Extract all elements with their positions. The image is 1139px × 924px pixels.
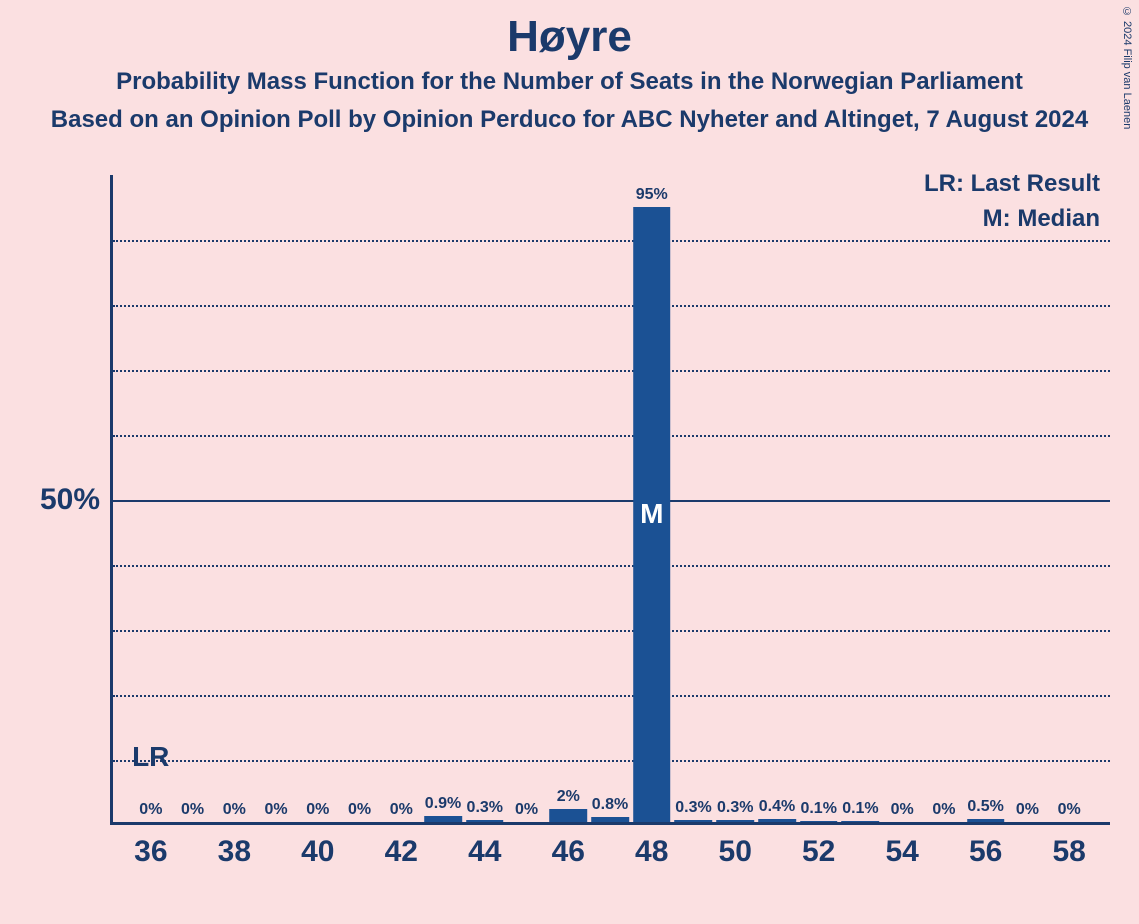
bar xyxy=(675,820,713,822)
bar-value-label: 0% xyxy=(1016,801,1039,819)
bar-value-label: 0% xyxy=(223,801,246,819)
bar-value-label: 0.1% xyxy=(842,800,878,818)
x-tick-label: 42 xyxy=(385,835,418,869)
bar xyxy=(716,820,754,822)
bar xyxy=(842,821,880,822)
bar-value-label: 0.3% xyxy=(675,799,711,817)
chart-area: 50% LR: Last Result M: Median 3638404244… xyxy=(30,175,1120,875)
bar-value-label: 0.3% xyxy=(467,799,503,817)
bar-value-label: 0% xyxy=(390,801,413,819)
gridline xyxy=(113,240,1110,242)
bar-value-label: 0% xyxy=(265,801,288,819)
plot-area: LR: Last Result M: Median 36384042444648… xyxy=(110,175,1110,825)
x-tick-label: 54 xyxy=(885,835,918,869)
x-tick-label: 36 xyxy=(134,835,167,869)
x-tick-label: 38 xyxy=(218,835,251,869)
median-marker: M xyxy=(640,498,663,530)
x-tick-label: 52 xyxy=(802,835,835,869)
bar-value-label: 2% xyxy=(557,788,580,806)
x-tick-label: 58 xyxy=(1052,835,1085,869)
x-tick-label: 56 xyxy=(969,835,1002,869)
last-result-marker: LR xyxy=(132,741,169,773)
gridline xyxy=(113,500,1110,502)
gridline xyxy=(113,760,1110,762)
x-tick-label: 44 xyxy=(468,835,501,869)
bar xyxy=(466,820,504,822)
legend-lr: LR: Last Result xyxy=(924,170,1100,198)
bar-value-label: 0.9% xyxy=(425,795,461,813)
gridline xyxy=(113,370,1110,372)
bar xyxy=(424,816,462,822)
chart-source: Based on an Opinion Poll by Opinion Perd… xyxy=(0,106,1139,134)
bar-value-label: 0% xyxy=(932,801,955,819)
bar-value-label: 0% xyxy=(515,801,538,819)
bar-value-label: 0% xyxy=(139,801,162,819)
bar-value-label: 0.4% xyxy=(759,798,795,816)
bar-value-label: 0% xyxy=(1058,801,1081,819)
x-axis xyxy=(110,822,1110,825)
gridline xyxy=(113,305,1110,307)
bar-value-label: 0.5% xyxy=(967,798,1003,816)
bar-value-label: 0.1% xyxy=(800,800,836,818)
x-tick-label: 48 xyxy=(635,835,668,869)
x-tick-label: 50 xyxy=(719,835,752,869)
y-axis-label: 50% xyxy=(20,483,100,517)
chart-subtitle: Probability Mass Function for the Number… xyxy=(0,68,1139,96)
bar-value-label: 0% xyxy=(306,801,329,819)
copyright-text: © 2024 Filip van Laenen xyxy=(1121,6,1133,129)
bar-value-label: 0% xyxy=(891,801,914,819)
gridline xyxy=(113,435,1110,437)
bar-value-label: 0.8% xyxy=(592,796,628,814)
bar xyxy=(800,821,838,822)
bar-value-label: 0.3% xyxy=(717,799,753,817)
x-tick-label: 40 xyxy=(301,835,334,869)
bar xyxy=(591,817,629,822)
gridline xyxy=(113,695,1110,697)
bar-value-label: 95% xyxy=(636,186,668,204)
bar xyxy=(758,819,796,822)
gridline xyxy=(113,630,1110,632)
bar-value-label: 0% xyxy=(181,801,204,819)
bar-value-label: 0% xyxy=(348,801,371,819)
bar xyxy=(967,819,1005,822)
chart-title: Høyre xyxy=(0,0,1139,62)
legend-m: M: Median xyxy=(983,205,1100,233)
gridline xyxy=(113,565,1110,567)
x-tick-label: 46 xyxy=(552,835,585,869)
bar xyxy=(549,809,587,822)
